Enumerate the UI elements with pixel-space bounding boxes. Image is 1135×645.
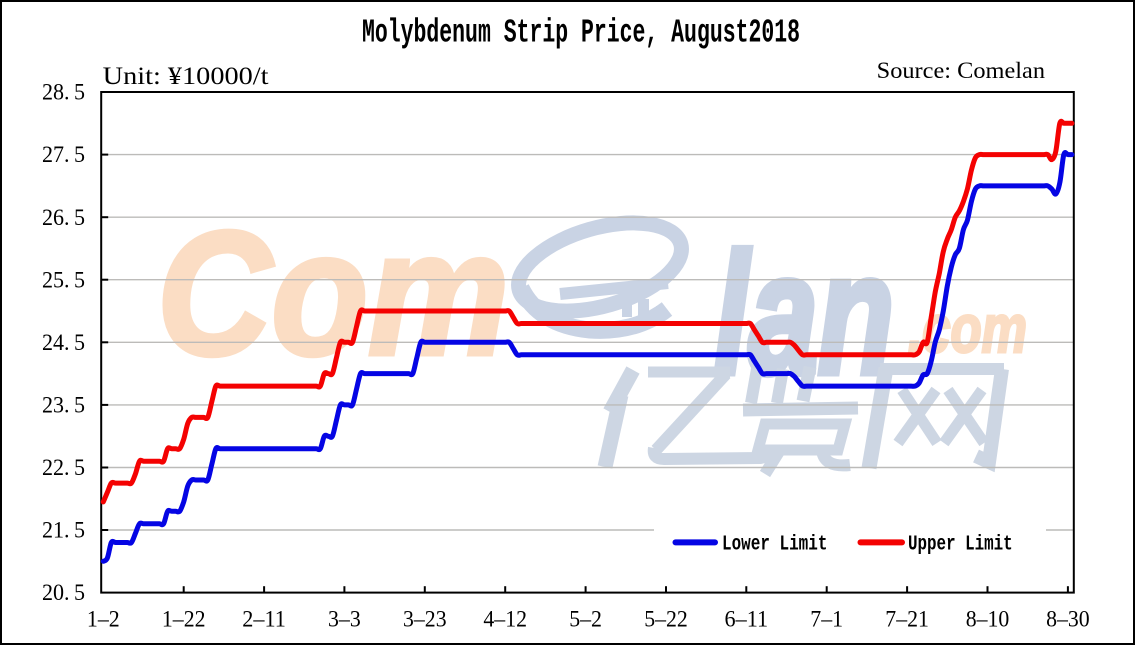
svg-text:5–22: 5–22 [644,606,688,631]
svg-text:Unit: ¥10000/t: Unit: ¥10000/t [103,63,269,90]
svg-text:Molybdenum Strip Price, August: Molybdenum Strip Price, August2018 [362,15,800,52]
svg-text:Com: Com [157,196,509,392]
svg-text:24. 5: 24. 5 [42,330,85,355]
svg-text:28. 5: 28. 5 [42,80,85,105]
svg-text:20. 5: 20. 5 [42,580,85,605]
svg-text:3–23: 3–23 [403,606,447,631]
svg-text:Upper Limit: Upper Limit [908,534,1013,557]
svg-text:3–3: 3–3 [328,606,361,631]
svg-text:22. 5: 22. 5 [42,455,85,480]
svg-text:8–30: 8–30 [1046,606,1090,631]
svg-text:23. 5: 23. 5 [42,393,85,418]
svg-text:4–12: 4–12 [483,606,527,631]
svg-text:1–22: 1–22 [162,606,206,631]
svg-text:1–2: 1–2 [87,606,120,631]
svg-text:5–2: 5–2 [569,606,602,631]
svg-text:2–11: 2–11 [242,606,286,631]
svg-text:21. 5: 21. 5 [42,518,85,543]
svg-text:27. 5: 27. 5 [42,142,85,167]
svg-text:7–21: 7–21 [885,606,929,631]
svg-text:7–1: 7–1 [810,606,843,631]
svg-text:Lower Limit: Lower Limit [722,534,827,557]
svg-text:lan: lan [714,218,894,410]
svg-text:8–10: 8–10 [966,606,1010,631]
svg-text:25. 5: 25. 5 [42,267,85,292]
svg-text:.com: .com [908,291,1027,367]
svg-text:26. 5: 26. 5 [42,205,85,230]
svg-text:6–11: 6–11 [725,606,769,631]
svg-text:Source: Comelan: Source: Comelan [877,58,1046,83]
